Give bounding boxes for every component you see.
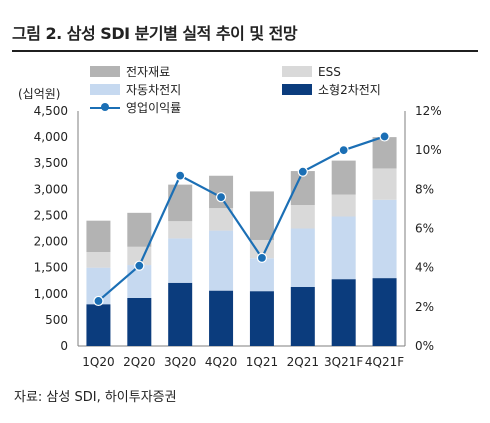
bar-소형2차전지-1q20 bbox=[86, 304, 111, 346]
bar-ess-3q21f bbox=[331, 194, 356, 217]
point-영업이익률-4q20 bbox=[215, 192, 227, 203]
legend-item-ess: ESS bbox=[282, 64, 341, 80]
legend-label-ess: ESS bbox=[318, 65, 341, 79]
y-tick-label-0: 0 bbox=[60, 339, 68, 353]
y2-tick-label-4: 4% bbox=[415, 261, 434, 275]
y2-tick-label-0: 0% bbox=[415, 339, 434, 353]
y-tick-label-3500: 3,500 bbox=[34, 156, 68, 170]
legend-item-ev-battery: 자동차전지 bbox=[90, 82, 181, 98]
x-tick-label-2q20: 2Q20 bbox=[123, 355, 155, 369]
y-tick-label-1500: 1,500 bbox=[34, 261, 68, 275]
bar-자동차전지-3q21f bbox=[331, 216, 356, 280]
bar-ess-3q20 bbox=[168, 221, 193, 239]
bar-ess-1q20 bbox=[86, 252, 111, 268]
bar-소형2차전지-4q20 bbox=[209, 290, 234, 346]
bar-ess-2q21 bbox=[290, 205, 315, 229]
x-tick-label-3q20: 3Q20 bbox=[164, 355, 196, 369]
y2-tick-label-2: 2% bbox=[415, 300, 434, 314]
legend-label-small-battery: 소형2차전지 bbox=[318, 83, 381, 97]
legend-swatch-ess bbox=[282, 66, 312, 77]
legend-swatch-electronic-materials bbox=[90, 66, 120, 77]
bar-전자재료-1q21 bbox=[249, 191, 274, 240]
bar-소형2차전지-4q21f bbox=[372, 278, 397, 346]
x-tick-label-1q20: 1Q20 bbox=[82, 355, 114, 369]
bar-자동차전지-2q21 bbox=[290, 228, 315, 287]
point-영업이익률-4q21f bbox=[379, 131, 390, 142]
legend-label-electronic-materials: 전자재료 bbox=[126, 65, 171, 79]
y2-tick-label-12: 12% bbox=[415, 104, 442, 118]
bar-전자재료-1q20 bbox=[86, 220, 111, 252]
legend-item-operating-margin: 영업이익률 bbox=[90, 100, 181, 116]
point-영업이익률-1q21 bbox=[256, 252, 268, 263]
y-tick-label-500: 500 bbox=[45, 313, 68, 327]
x-tick-label-3q21f: 3Q21F bbox=[324, 355, 363, 369]
bar-ess-4q21f bbox=[372, 168, 397, 200]
source-note: 자료: 삼성 SDI, 하이투자증권 bbox=[14, 390, 177, 405]
x-tick-label-4q20: 4Q20 bbox=[205, 355, 237, 369]
y-tick-label-2000: 2,000 bbox=[34, 235, 68, 249]
x-tick-label-2q21: 2Q21 bbox=[287, 355, 319, 369]
bar-소형2차전지-3q21f bbox=[331, 279, 356, 346]
y-tick-label-1000: 1,000 bbox=[34, 287, 68, 301]
y-tick-label-2500: 2,500 bbox=[34, 208, 68, 222]
bar-자동차전지-3q20 bbox=[168, 238, 193, 283]
legend-label-operating-margin: 영업이익률 bbox=[126, 101, 182, 115]
x-tick-label-1q21: 1Q21 bbox=[246, 355, 278, 369]
y2-tick-label-10: 10% bbox=[415, 143, 442, 157]
bar-자동차전지-4q21f bbox=[372, 199, 397, 279]
bar-소형2차전지-2q21 bbox=[290, 286, 315, 346]
y2-tick-label-6: 6% bbox=[415, 222, 434, 236]
title-divider bbox=[12, 50, 478, 52]
legend-swatch-small-battery bbox=[282, 84, 312, 95]
bar-전자재료-2q20 bbox=[127, 212, 152, 247]
point-영업이익률-3q21f bbox=[338, 145, 349, 156]
legend-swatch-ev-battery bbox=[90, 84, 120, 95]
point-영업이익률-2q20 bbox=[134, 260, 145, 271]
bar-자동차전지-4q20 bbox=[209, 230, 234, 291]
point-영업이익률-1q20 bbox=[93, 295, 104, 307]
legend-item-small-battery: 소형2차전지 bbox=[282, 82, 381, 98]
x-tick-label-4q21f: 4Q21F bbox=[365, 355, 404, 369]
y-tick-label-4000: 4,000 bbox=[34, 130, 68, 144]
legend-label-ev-battery: 자동차전지 bbox=[126, 83, 182, 97]
bar-ess-4q20 bbox=[209, 208, 234, 231]
bar-소형2차전지-3q20 bbox=[168, 282, 193, 346]
figure-title: 그림 2. 삼성 SDI 분기별 실적 추이 및 전망 bbox=[12, 24, 298, 43]
bar-전자재료-3q21f bbox=[331, 160, 356, 195]
legend-marker-operating-margin bbox=[90, 102, 120, 113]
bar-전자재료-3q20 bbox=[168, 184, 193, 222]
bar-소형2차전지-1q21 bbox=[249, 291, 274, 346]
legend-item-electronic-materials: 전자재료 bbox=[90, 64, 170, 80]
bar-소형2차전지-2q20 bbox=[127, 297, 152, 346]
bar-전자재료-4q21f bbox=[372, 137, 397, 169]
point-영업이익률-3q20 bbox=[175, 170, 186, 181]
bar-자동차전지-1q21 bbox=[249, 258, 274, 292]
y-tick-label-4500: 4,500 bbox=[34, 104, 68, 118]
point-영업이익률-2q21 bbox=[297, 166, 308, 177]
y-tick-label-3000: 3,000 bbox=[34, 182, 68, 196]
line-영업이익률 bbox=[97, 135, 385, 302]
y-axis-title: (십억원) bbox=[18, 87, 61, 101]
y2-tick-label-8: 8% bbox=[415, 182, 434, 196]
